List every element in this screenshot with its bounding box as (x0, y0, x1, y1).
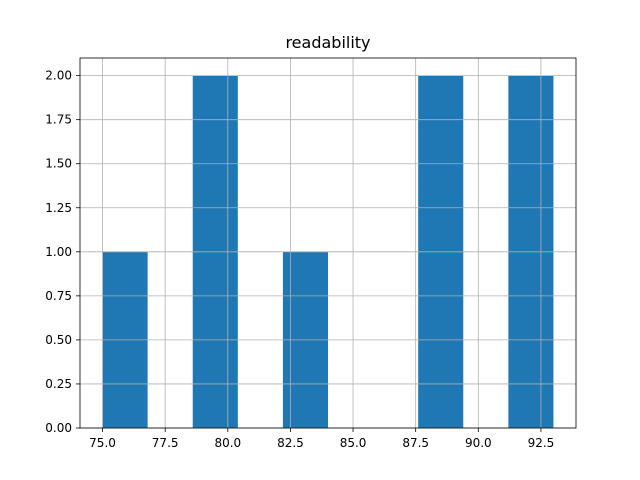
y-tick-label: 1.75 (45, 113, 72, 127)
y-tick-label: 0.50 (45, 333, 72, 347)
x-tick-label: 77.5 (152, 436, 179, 450)
y-tick-label: 0.25 (45, 377, 72, 391)
y-tick-label: 1.50 (45, 157, 72, 171)
x-tick-label: 75.0 (89, 436, 116, 450)
y-tick-label: 0.75 (45, 289, 72, 303)
grid-lines (80, 58, 576, 429)
axes (79, 57, 577, 429)
x-tick-label: 80.0 (214, 436, 241, 450)
y-tick-label: 1.25 (45, 201, 72, 215)
x-tick-label: 90.0 (465, 436, 492, 450)
y-tick-label: 2.00 (45, 69, 72, 83)
x-tick-label: 82.5 (277, 436, 304, 450)
x-tick-label: 92.5 (528, 436, 555, 450)
y-tick-label: 1.00 (45, 245, 72, 259)
y-ticks: 0.00 0.25 0.50 0.75 1.00 1.25 1.50 1.75 2.00 (45, 69, 80, 435)
chart-title: readability (285, 33, 370, 52)
x-tick-label: 87.5 (402, 436, 429, 450)
y-tick-label: 0.00 (45, 421, 72, 435)
plot-frame (79, 57, 577, 429)
x-ticks: 75.0 77.5 80.0 82.5 85.0 87.5 90.0 92.5 (89, 428, 554, 450)
x-tick-label: 85.0 (340, 436, 367, 450)
